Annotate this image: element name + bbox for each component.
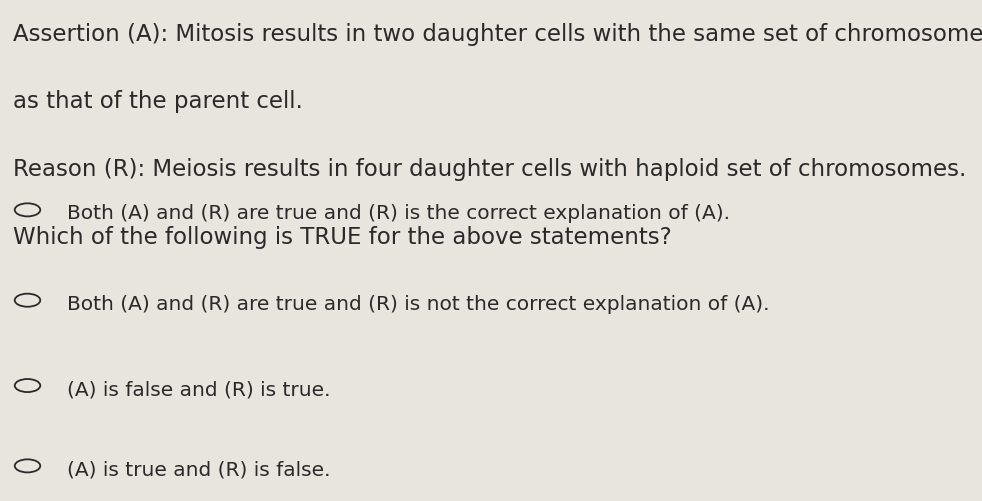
Text: Both (A) and (R) are true and (R) is not the correct explanation of (A).: Both (A) and (R) are true and (R) is not… [67,294,769,313]
Text: Reason (R): Meiosis results in four daughter cells with haploid set of chromosom: Reason (R): Meiosis results in four daug… [13,158,966,181]
Text: Which of the following is TRUE for the above statements?: Which of the following is TRUE for the a… [13,225,672,248]
Text: Assertion (A): Mitosis results in two daughter cells with the same set of chromo: Assertion (A): Mitosis results in two da… [13,23,982,46]
Text: (A) is false and (R) is true.: (A) is false and (R) is true. [67,379,330,398]
Text: Both (A) and (R) are true and (R) is the correct explanation of (A).: Both (A) and (R) are true and (R) is the… [67,204,730,223]
Text: as that of the parent cell.: as that of the parent cell. [13,90,302,113]
Text: (A) is true and (R) is false.: (A) is true and (R) is false. [67,459,330,478]
